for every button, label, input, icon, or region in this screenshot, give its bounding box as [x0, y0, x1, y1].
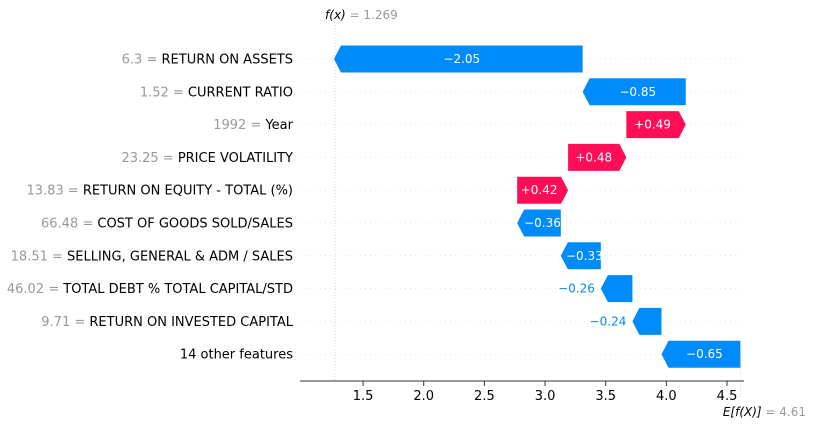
feature-label: 14 other features [180, 348, 293, 363]
base-value-label: E[f(X)] = 4.61 [723, 405, 806, 419]
x-tick-label: 4.5 [717, 389, 738, 404]
bar-positive [626, 111, 686, 139]
feature-label: 1992 = Year [213, 118, 293, 133]
x-tick-label: 3.0 [535, 389, 556, 404]
x-tick-label: 1.5 [353, 389, 374, 404]
x-tick-label: 4.0 [656, 389, 677, 404]
feature-value: 1.52 = [140, 85, 188, 100]
feature-value: 13.83 = [26, 184, 82, 199]
output-value-symbol: f(x) [325, 8, 350, 22]
x-tick-label: 2.0 [413, 389, 434, 404]
x-axis: 1.5 2.0 2.5 3.0 3.5 4.0 4.5 [300, 380, 744, 404]
bar-negative [582, 78, 686, 106]
feature-value: 6.3 = [122, 53, 162, 68]
bar-value-label: −2.05 [443, 52, 480, 66]
feature-name: CURRENT RATIO [188, 85, 293, 100]
bar-negative [600, 275, 633, 303]
x-tick-label: 2.5 [474, 389, 495, 404]
base-value-symbol: E[f(X)] [723, 405, 766, 419]
feature-value: 23.25 = [121, 151, 177, 166]
feature-name: 14 other features [180, 348, 293, 363]
bar-negative [333, 45, 583, 73]
bar-value-label: −0.26 [558, 282, 595, 296]
feature-label: 23.25 = PRICE VOLATILITY [121, 151, 293, 166]
feature-label: 46.02 = TOTAL DEBT % TOTAL CAPITAL/STD [7, 282, 293, 297]
feature-label: 13.83 = RETURN ON EQUITY - TOTAL (%) [26, 184, 293, 199]
output-value-number: = 1.269 [350, 8, 398, 22]
output-value-label: f(x) = 1.269 [325, 8, 398, 22]
feature-name: RETURN ON ASSETS [162, 53, 294, 68]
bar-value-label: +0.42 [521, 183, 558, 197]
bar-value-label: −0.65 [686, 347, 723, 361]
feature-label: 18.51 = SELLING, GENERAL & ADM / SALES [11, 249, 293, 264]
bar-value-label: −0.33 [566, 249, 603, 263]
feature-label: 66.48 = COST OF GOODS SOLD/SALES [41, 217, 293, 232]
feature-name: PRICE VOLATILITY [178, 151, 293, 166]
x-tick-label: 3.5 [595, 389, 616, 404]
feature-name: Year [264, 118, 293, 133]
bar-value-label: −0.36 [524, 216, 561, 230]
feature-value: 1992 = [213, 118, 265, 133]
bar-value-label: +0.49 [634, 118, 671, 132]
feature-value: 46.02 = [7, 282, 63, 297]
bar-positive [568, 143, 627, 171]
bar-positive [517, 176, 569, 204]
bar-negative [632, 307, 662, 335]
reference-lines [334, 22, 741, 398]
feature-label: 9.71 = RETURN ON INVESTED CAPITAL [41, 315, 293, 330]
feature-name: COST OF GOODS SOLD/SALES [97, 217, 293, 232]
bars: −0.65 −0.24 −0.26 −0.33 −0.36 +0.42 +0.48 +0.49… [333, 45, 741, 368]
expected-and-output-labels: f(x) = 1.269 E[f(X)] = 4.61 [325, 8, 806, 419]
feature-name: RETURN ON INVESTED CAPITAL [89, 315, 293, 330]
bar-negative [661, 340, 741, 368]
base-value-number: = 4.61 [765, 405, 806, 419]
bar-value-label: +0.48 [575, 150, 612, 164]
bar-negative [560, 242, 601, 270]
feature-name: RETURN ON EQUITY - TOTAL (%) [83, 184, 293, 199]
bar-value-label: −0.85 [619, 85, 656, 99]
feature-label: 6.3 = RETURN ON ASSETS [122, 53, 293, 68]
feature-name: TOTAL DEBT % TOTAL CAPITAL/STD [62, 282, 293, 297]
feature-label: 1.52 = CURRENT RATIO [140, 85, 293, 100]
feature-value: 66.48 = [41, 217, 97, 232]
bar-negative [517, 209, 561, 237]
feature-value: 18.51 = [11, 249, 67, 264]
bar-value-label: −0.24 [590, 314, 627, 328]
feature-labels: 14 other features 9.71 = RETURN ON INVEST… [7, 53, 294, 363]
feature-value: 9.71 = [41, 315, 89, 330]
feature-name: SELLING, GENERAL & ADM / SALES [67, 249, 293, 264]
